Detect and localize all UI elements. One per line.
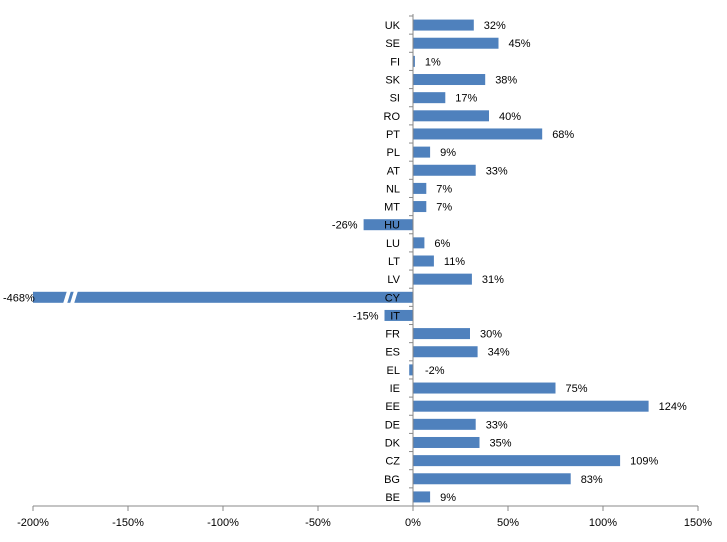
category-label: FI [390,56,400,68]
value-label: 83% [581,474,603,486]
value-label: 7% [436,183,452,195]
x-tick-label: 50% [497,517,519,529]
category-label: DE [385,419,400,431]
bar [413,164,476,176]
bar [413,328,470,340]
value-label: 38% [495,75,517,87]
bar [413,55,415,67]
value-label: 7% [436,202,452,214]
x-tick-label: 150% [684,517,712,529]
x-tick-label: -50% [305,517,331,529]
value-label: -15% [353,310,379,322]
bar [413,92,446,104]
category-label: IT [390,310,400,322]
bar [413,436,480,448]
value-label: -2% [425,365,445,377]
x-tick-label: 100% [589,517,617,529]
category-label: SE [385,38,400,50]
category-label: BE [385,492,400,504]
value-label: -26% [332,220,358,232]
value-label: 68% [552,129,574,141]
bar [384,309,413,321]
category-label: CY [385,292,401,304]
bar [413,491,431,503]
bar [413,37,499,49]
value-label: 6% [434,238,450,250]
value-label: 34% [488,347,510,359]
value-label: 1% [425,56,441,68]
category-label: PT [386,129,400,141]
bar [363,219,413,231]
value-label: 9% [440,147,456,159]
bar [413,74,486,86]
value-label: 9% [440,492,456,504]
bar [413,182,427,194]
value-label: 40% [499,111,521,123]
value-label: 33% [486,165,508,177]
bar [413,273,472,285]
x-tick-label: -150% [112,517,144,529]
value-label: 45% [509,38,531,50]
bar [413,146,431,158]
x-tick-label: 0% [405,517,421,529]
category-label: DK [385,437,401,449]
category-label: HU [384,220,400,232]
bar [413,382,556,394]
axis-break-mark [70,290,78,304]
value-label: 33% [486,419,508,431]
category-label: RO [384,111,401,123]
category-label: LT [388,256,400,268]
value-label: 31% [482,274,504,286]
value-label: 11% [444,256,465,268]
bar [413,19,474,31]
bar [413,400,649,412]
category-label: LU [386,238,400,250]
category-label: MT [384,202,400,214]
category-label: AT [387,165,401,177]
category-label: SI [390,93,400,105]
category-label: NL [386,183,400,195]
value-label: 30% [480,329,502,341]
category-label: SK [385,75,400,87]
value-label: 124% [659,401,687,413]
bar [409,364,413,376]
value-label: 75% [566,383,588,395]
category-label: FR [385,329,400,341]
value-label: 35% [490,437,512,449]
bar [413,237,425,249]
x-tick-label: -100% [207,517,239,529]
value-label: 109% [630,456,658,468]
x-tick-label: -200% [17,517,49,529]
bar [413,201,427,213]
category-label: CZ [385,456,400,468]
bar [413,455,621,467]
category-label: UK [385,20,401,32]
value-label: 32% [484,20,506,32]
value-label: 17% [455,93,477,105]
category-label: EE [385,401,400,413]
value-label: -468% [3,292,35,304]
bar [413,473,571,485]
bar [33,291,413,303]
category-label: PL [387,147,400,159]
bar [413,255,434,267]
category-label: BG [384,474,400,486]
bar [413,128,543,140]
category-label: ES [385,347,400,359]
category-label: IE [390,383,400,395]
category-label: EL [387,365,400,377]
bar [413,418,476,430]
category-label: LV [387,274,400,286]
axis-break-mark [63,290,71,304]
bar [413,346,478,358]
bar [413,110,489,122]
